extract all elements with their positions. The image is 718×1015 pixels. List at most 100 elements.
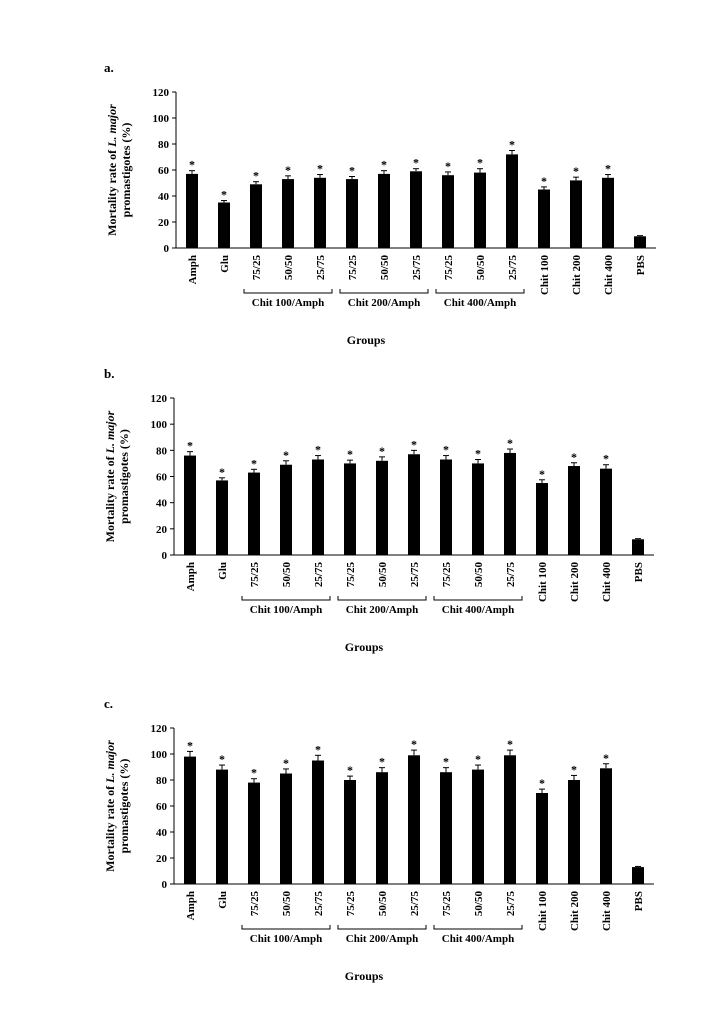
significance-mark: * (189, 158, 195, 172)
x-tick-label: 50/50 (283, 255, 295, 281)
x-tick-label: Chit 200 (571, 255, 583, 296)
y-tick-label: 0 (162, 550, 168, 562)
x-tick-label: Glu (217, 562, 229, 580)
x-tick-label: Amph (187, 255, 199, 284)
significance-mark: * (573, 164, 579, 178)
y-axis-label: Mortality rate of L. major (103, 740, 117, 872)
bar (472, 769, 484, 884)
group-bracket (241, 596, 331, 601)
bar (378, 173, 390, 248)
bar (344, 463, 356, 555)
bar (312, 760, 324, 884)
x-tick-label: Chit 400 (601, 891, 613, 932)
significance-mark: * (605, 162, 611, 176)
significance-mark: * (283, 756, 289, 770)
significance-mark: * (603, 751, 609, 765)
bar (410, 171, 422, 248)
significance-mark: * (253, 169, 259, 183)
bar (344, 780, 356, 884)
significance-mark: * (539, 776, 545, 790)
bar (184, 455, 196, 555)
group-bracket (339, 289, 429, 294)
significance-mark: * (539, 467, 545, 481)
y-axis-label: Mortality rate of L. major (103, 410, 117, 542)
significance-mark: * (571, 762, 577, 776)
y-tick-label: 100 (153, 113, 170, 125)
x-tick-label: PBS (633, 562, 645, 582)
x-tick-label: 25/75 (505, 891, 517, 917)
panel-label: a. (104, 60, 114, 75)
bar (186, 173, 198, 248)
y-axis-label-line2: promastigotes (%) (117, 759, 131, 854)
significance-mark: * (347, 763, 353, 777)
y-tick-label: 120 (151, 723, 168, 735)
bar (538, 189, 550, 248)
panel-label: b. (104, 366, 114, 381)
bar (632, 867, 644, 884)
bar (248, 472, 260, 555)
y-tick-label: 120 (153, 87, 170, 99)
x-tick-label: Chit 400 (603, 255, 615, 296)
bar (408, 454, 420, 555)
significance-mark: * (251, 456, 257, 470)
bar (282, 179, 294, 248)
significance-mark: * (411, 437, 417, 451)
bar (600, 468, 612, 555)
x-tick-label: 25/75 (313, 891, 325, 917)
y-tick-label: 20 (156, 853, 168, 865)
x-tick-label: 25/75 (409, 562, 421, 588)
x-tick-label: 25/75 (411, 255, 423, 281)
y-tick-label: 60 (156, 801, 168, 813)
y-tick-label: 20 (156, 524, 168, 536)
x-tick-label: 75/25 (441, 562, 453, 588)
x-tick-label: 75/25 (249, 891, 261, 917)
x-tick-label: 25/75 (315, 255, 327, 281)
significance-mark: * (509, 138, 515, 152)
significance-mark: * (349, 164, 355, 178)
significance-mark: * (251, 766, 257, 780)
bar (216, 480, 228, 555)
bar (376, 772, 388, 884)
significance-mark: * (219, 752, 225, 766)
bar (600, 768, 612, 884)
bar (634, 236, 646, 248)
bar (474, 172, 486, 248)
bar (632, 539, 644, 555)
significance-mark: * (413, 156, 419, 170)
bar (218, 202, 230, 248)
significance-mark: * (187, 439, 193, 453)
significance-mark: * (443, 755, 449, 769)
bar (504, 452, 516, 555)
x-tick-label: 75/25 (249, 562, 261, 588)
y-tick-label: 80 (158, 139, 170, 151)
x-axis-label: Groups (347, 333, 386, 347)
group-bracket (243, 289, 333, 294)
group-label: Chit 400/Amph (442, 604, 514, 616)
y-tick-label: 0 (164, 243, 170, 255)
group-bracket (337, 596, 427, 601)
bar (440, 459, 452, 555)
bar (216, 769, 228, 884)
y-tick-label: 0 (162, 879, 168, 891)
bar (570, 180, 582, 248)
x-tick-label: 50/50 (379, 255, 391, 281)
significance-mark: * (317, 162, 323, 176)
bar (568, 780, 580, 884)
x-tick-label: 25/75 (313, 562, 325, 588)
y-axis-label-part: Mortality rate of (105, 149, 119, 236)
bar (536, 793, 548, 884)
x-tick-label: Glu (219, 255, 231, 273)
significance-mark: * (603, 452, 609, 466)
x-tick-label: Amph (185, 891, 197, 920)
x-tick-label: Chit 100 (539, 255, 551, 296)
bar (280, 464, 292, 555)
bar (536, 483, 548, 555)
bar (602, 177, 614, 248)
y-tick-label: 100 (151, 749, 168, 761)
x-tick-label: 50/50 (473, 891, 485, 917)
significance-mark: * (187, 738, 193, 752)
significance-mark: * (411, 737, 417, 751)
group-label: Chit 100/Amph (250, 604, 322, 616)
group-bracket (435, 289, 525, 294)
